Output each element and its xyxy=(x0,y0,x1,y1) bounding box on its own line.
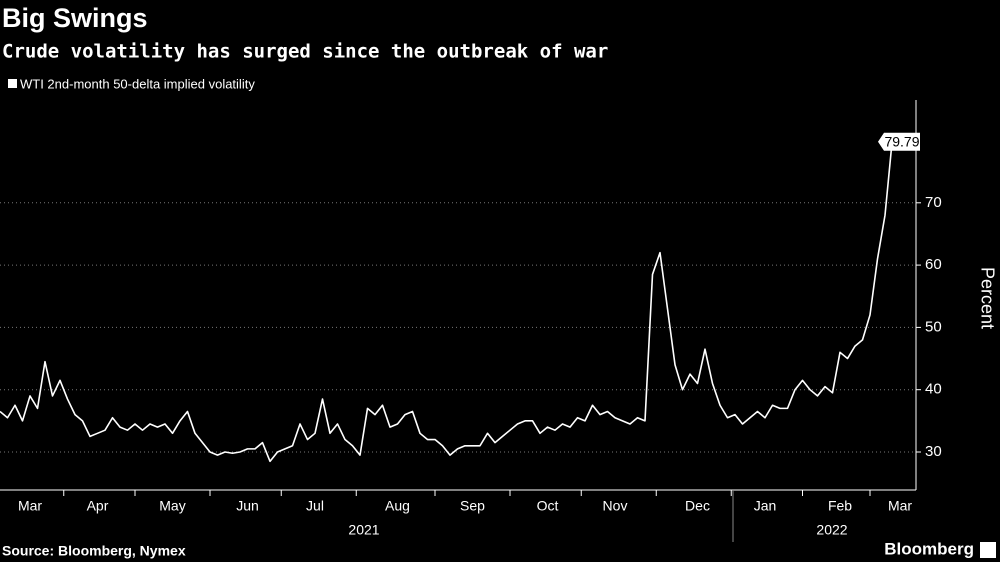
x-tick-label: Jul xyxy=(306,498,324,514)
y-tick-label: 70 xyxy=(925,194,942,211)
x-tick-label: Jun xyxy=(236,498,259,514)
line-series xyxy=(0,136,901,463)
x-tick-label: May xyxy=(159,498,185,514)
chart-title: Big Swings xyxy=(2,3,148,33)
last-value-label: 79.79 xyxy=(884,134,919,150)
x-tick-label: Apr xyxy=(87,498,109,514)
brand-icon xyxy=(980,542,996,558)
y-axis-label: Percent xyxy=(977,267,997,329)
y-tick-label: 30 xyxy=(925,443,942,460)
legend-swatch xyxy=(8,79,17,88)
year-label: 2021 xyxy=(348,522,379,538)
x-tick-label: Oct xyxy=(537,498,559,514)
y-tick-label: 50 xyxy=(925,318,942,335)
x-tick-label: Mar xyxy=(18,498,42,514)
x-tick-label: Feb xyxy=(828,498,852,514)
chart-subtitle: Crude volatility has surged since the ou… xyxy=(2,41,608,63)
y-tick-label: 40 xyxy=(925,381,942,398)
year-label: 2022 xyxy=(816,522,847,538)
x-tick-label: Jan xyxy=(754,498,777,514)
x-tick-label: Nov xyxy=(603,498,628,514)
last-value-box xyxy=(878,132,920,151)
brand-logo: Bloomberg xyxy=(884,539,974,558)
x-tick-label: Sep xyxy=(460,498,485,514)
legend-label: WTI 2nd-month 50-delta implied volatilit… xyxy=(20,76,255,91)
x-tick-label: Mar xyxy=(888,498,912,514)
source-note: Source: Bloomberg, Nymex xyxy=(2,543,186,559)
x-tick-label: Aug xyxy=(385,498,410,514)
y-tick-label: 60 xyxy=(925,256,942,273)
x-tick-label: Dec xyxy=(685,498,710,514)
